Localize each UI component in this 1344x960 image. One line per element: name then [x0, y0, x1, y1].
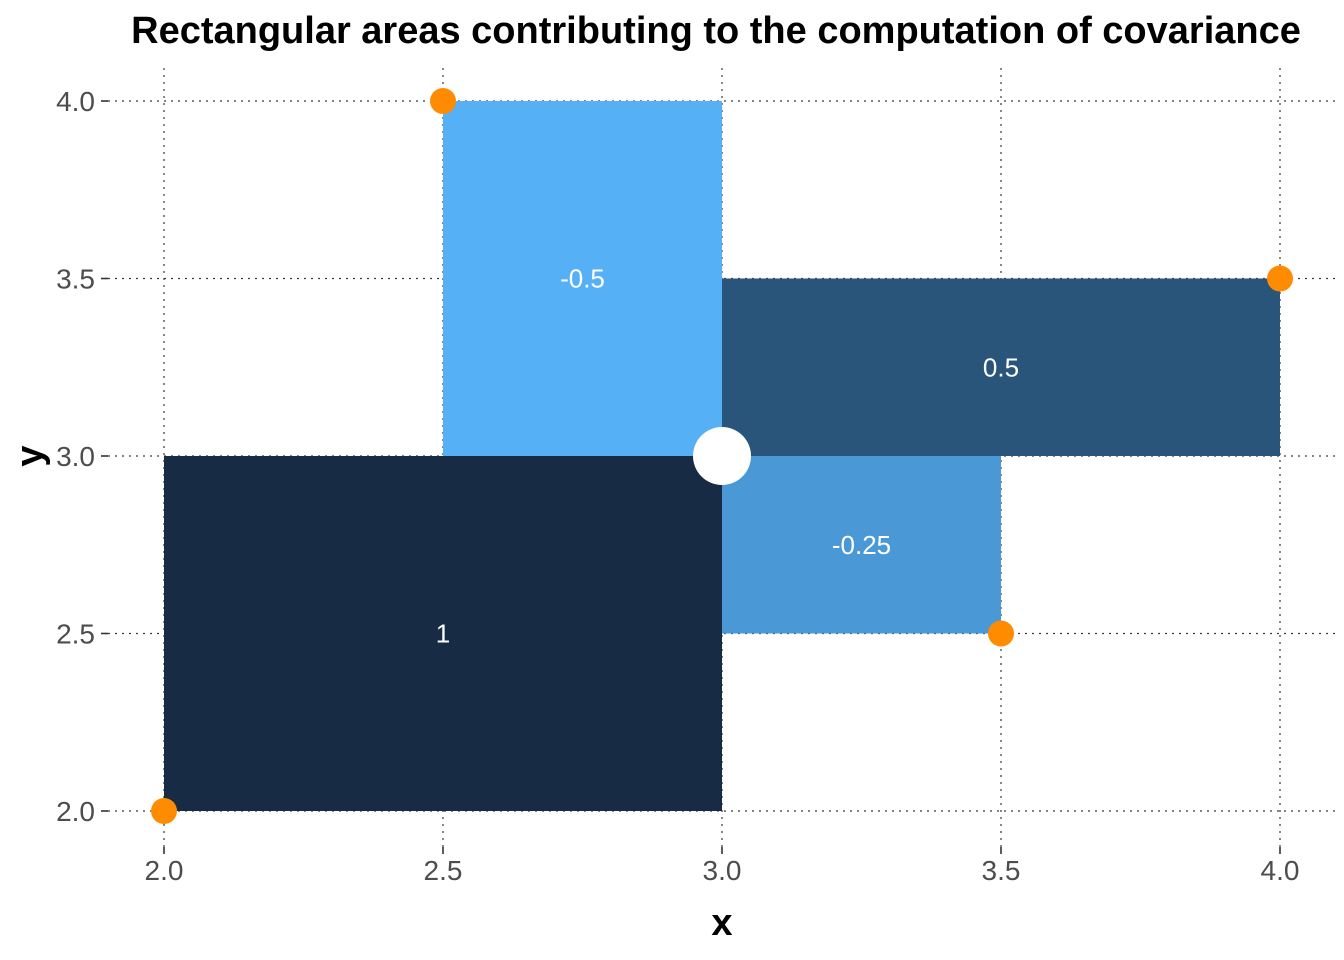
covariance-rect-2: [722, 278, 1280, 456]
y-axis-title: y: [9, 445, 51, 466]
data-point-1: [430, 88, 456, 114]
y-tick-label-4: 4.0: [56, 86, 95, 117]
covariance-rect-1: [443, 101, 722, 456]
x-tick-label-3: 3.5: [982, 855, 1021, 886]
y-tick-label-2: 3.0: [56, 441, 95, 472]
chart-title: Rectangular areas contributing to the co…: [131, 10, 1301, 52]
x-tick-label-4: 4.0: [1261, 855, 1300, 886]
data-point-3: [1267, 265, 1293, 292]
rectangle-labels: 1 -0.5 0.5 -0.25: [436, 264, 1019, 649]
x-tick-label-0: 2.0: [145, 855, 184, 886]
covariance-rect-0: [164, 456, 722, 811]
rect-value-label-0: 1: [436, 619, 450, 649]
y-tick-label-1: 2.5: [56, 619, 95, 650]
x-tick-label-2: 3.0: [703, 855, 742, 886]
data-point-2: [988, 620, 1014, 647]
rectangles: [164, 101, 1280, 811]
rect-value-label-1: -0.5: [560, 264, 605, 294]
points: [151, 88, 1293, 824]
x-tick-label-1: 2.5: [424, 855, 463, 886]
y-tick-label-3: 3.5: [56, 264, 95, 295]
rect-value-label-2: 0.5: [983, 352, 1019, 382]
x-axis-title: x: [711, 902, 732, 944]
data-point-0: [151, 798, 177, 824]
covariance-rect-3: [722, 456, 1001, 634]
mean-point: [693, 427, 751, 485]
rect-value-label-3: -0.25: [832, 530, 891, 560]
y-tick-label-0: 2.0: [56, 796, 95, 827]
axes: 2.0 2.5 3.0 3.5 4.0 2.0 2.5 3.0 3.5 4.0: [56, 86, 1299, 886]
